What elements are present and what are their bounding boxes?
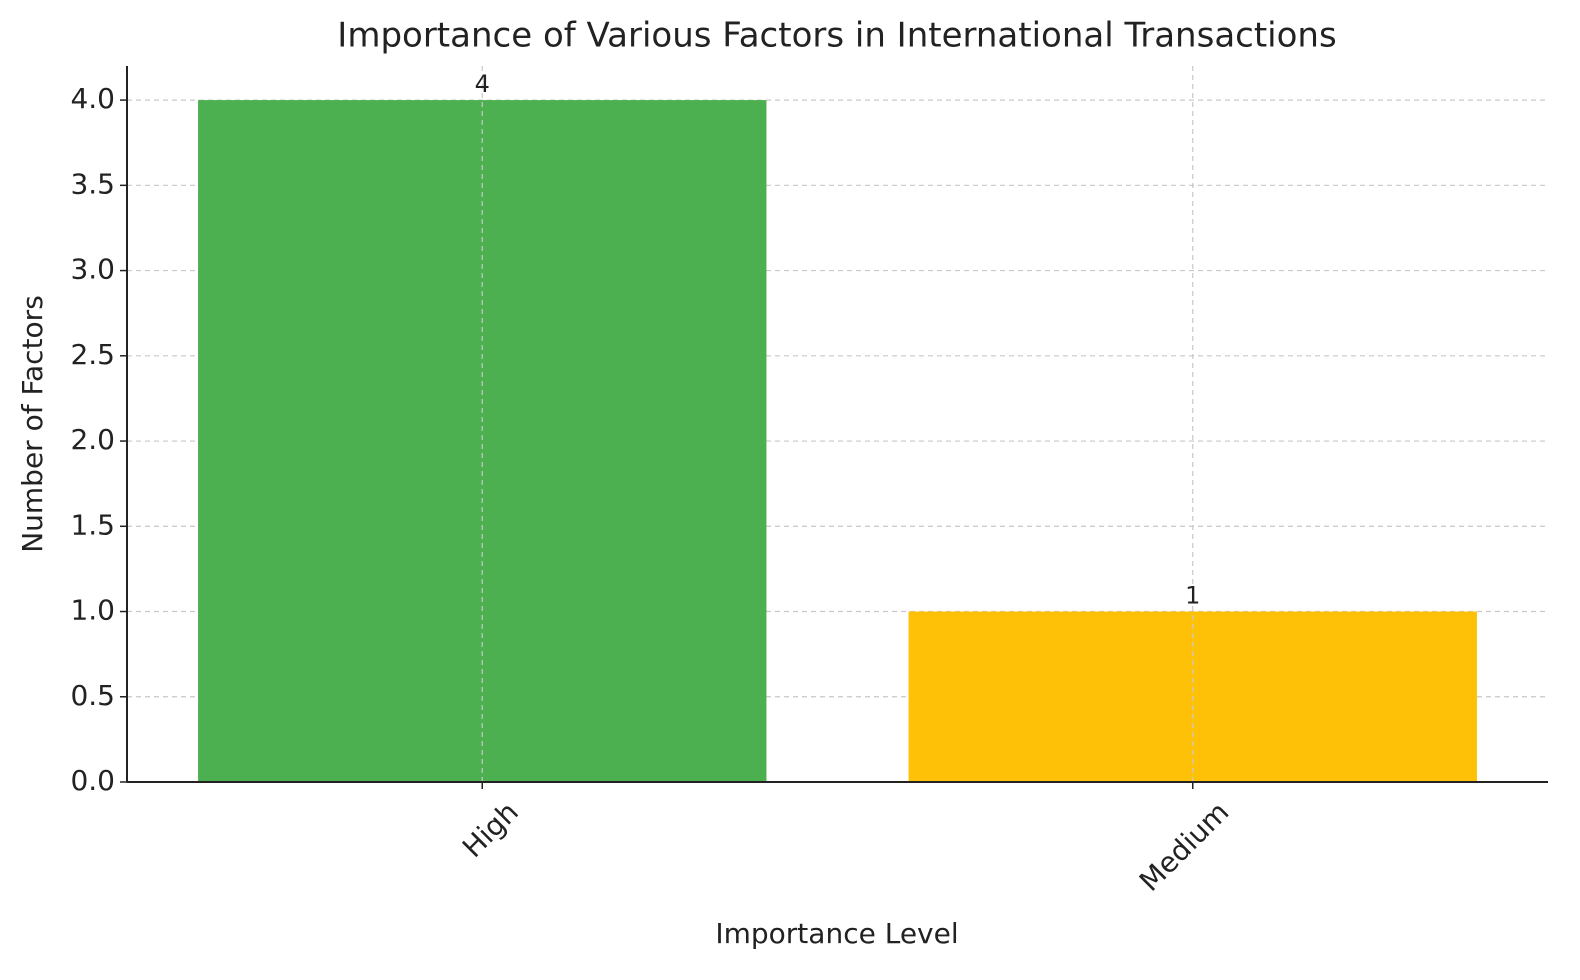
chart-title: Importance of Various Factors in Interna… xyxy=(337,16,1336,56)
y-tick-label: 1.0 xyxy=(70,594,115,627)
y-tick-label: 0.5 xyxy=(70,679,115,712)
y-tick-label: 0.0 xyxy=(70,764,115,797)
y-tick-label: 3.0 xyxy=(70,253,115,286)
x-axis-label: Importance Level xyxy=(715,917,958,950)
y-tick-label: 1.5 xyxy=(70,508,115,541)
y-tick-label: 3.5 xyxy=(70,167,115,200)
value-label: 1 xyxy=(1185,582,1200,610)
x-tick-label: Medium xyxy=(1133,795,1236,898)
value-label: 4 xyxy=(475,70,490,98)
y-tick-label: 4.0 xyxy=(70,82,115,115)
y-tick-label: 2.0 xyxy=(70,423,115,456)
y-axis-label: Number of Factors xyxy=(16,295,49,553)
y-tick-label: 2.5 xyxy=(70,338,115,371)
x-tick-label: High xyxy=(456,795,525,864)
